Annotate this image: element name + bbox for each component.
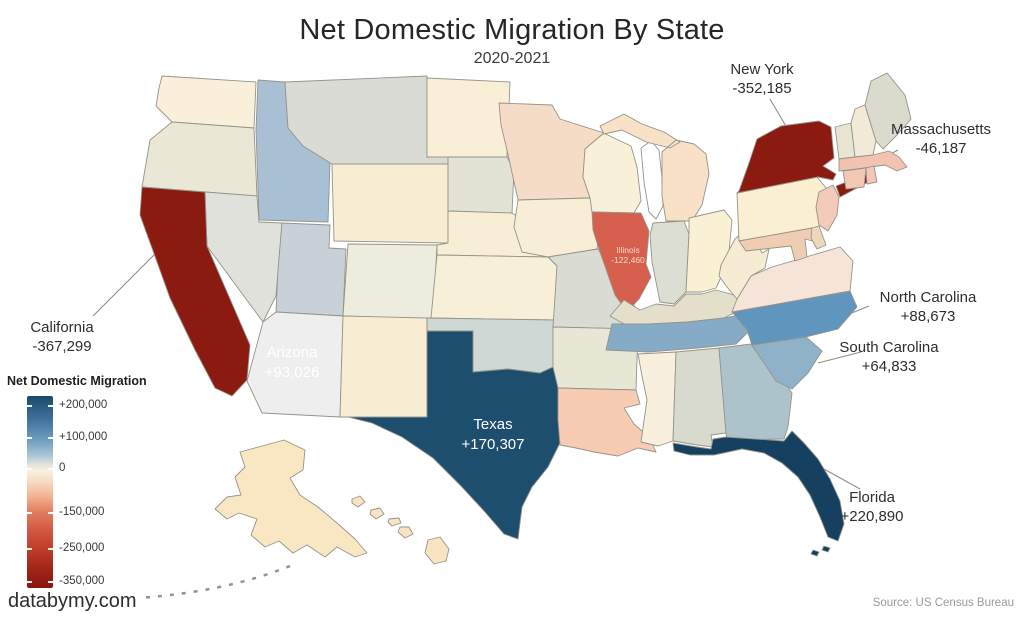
state-nm [339,315,428,418]
state-ks [430,254,558,321]
legend-tick-mark [48,512,54,514]
legend-tick-mark [48,405,54,407]
state-ca [139,186,251,397]
state-wy [331,163,449,244]
state-hi [351,495,450,565]
state-nj [815,184,840,232]
state-la [557,387,657,457]
chart-title: Net Domestic Migration By State [299,14,725,46]
callout-state-name: New York [730,61,794,78]
legend-tick-label: -350,000 [59,575,105,587]
state-wi [582,132,642,214]
state-nd [426,77,511,158]
state-va [731,246,854,313]
state-me [864,72,912,150]
state-label-name: Illinois [616,245,640,255]
state-de [810,225,827,250]
legend-tick-mark [26,437,32,439]
callout-state-value: +88,673 [900,308,956,325]
state-label-texas: Texas +170,307 [431,415,555,455]
callout-new-york: New York -352,185 [702,60,822,98]
state-sc [750,336,823,390]
state-ri [865,165,878,185]
state-label-value: +170,307 [461,436,525,453]
state-nc [731,290,858,346]
aleutian-islands [137,564,291,600]
legend-tick-mark [26,512,32,514]
state-or [141,121,258,197]
legend-tick-label: -150,000 [59,506,105,518]
legend-tick-label: -250,000 [59,542,105,554]
state-wa [155,75,257,129]
legend-tick-mark [26,548,32,550]
callout-california: California -367,299 [10,318,114,356]
state-mi [599,113,710,222]
state-sd [447,156,515,214]
state-label-value: -122,460 [611,255,645,265]
callout-north-carolina: North Carolina +88,673 [855,288,1001,326]
callout-south-carolina: South Carolina +64,833 [816,338,962,376]
chart-subtitle: 2020-2021 [473,50,551,67]
state-label-name: Arizona [266,344,318,361]
state-ut [275,222,347,317]
legend-title: Net Domestic Migration [7,374,147,388]
state-fl [672,430,845,557]
callout-state-name: Florida [849,489,895,506]
state-tx [347,330,561,540]
legend-tick-label: +200,000 [59,399,108,411]
lake-michigan [640,140,664,220]
state-in [649,220,690,305]
callout-state-name: North Carolina [879,289,977,306]
callout-florida: Florida +220,890 [810,488,934,526]
state-label-arizona: Arizona +93,026 [231,343,353,383]
legend-color-bar [27,396,53,588]
callout-state-name: South Carolina [839,339,939,356]
leader-line-south-carolina [817,351,862,364]
legend-tick-mark [48,468,54,470]
callout-state-value: +64,833 [861,358,917,375]
state-ak [214,439,368,558]
callout-state-value: -352,185 [732,80,792,97]
state-il [591,211,652,313]
state-label-name: Texas [473,416,513,433]
callout-state-name: California [30,319,94,336]
legend-tick-label: 0 [59,462,66,474]
callout-state-value: -46,187 [915,140,967,157]
legend-tick-label: +100,000 [59,431,108,443]
legend-tick-mark [48,548,54,550]
legend-tick-mark [26,405,32,407]
state-label-illinois: Illinois -122,460 [592,245,664,265]
callout-state-name: Massachusetts [890,121,992,138]
website-credit-link[interactable]: databymy.com [8,590,137,612]
callout-state-value: +220,890 [840,508,904,525]
state-al [672,347,727,448]
data-source-credit: Source: US Census Bureau [872,597,1014,609]
state-ct [842,167,867,190]
leader-line-california [92,246,163,317]
callout-state-value: -367,299 [32,338,92,355]
legend-tick-mark [26,468,32,470]
callout-massachusetts: Massachusetts -46,187 [868,120,1014,158]
state-co [342,243,438,320]
state-ms [637,351,677,447]
state-ia [513,197,602,258]
legend-tick-mark [48,581,54,583]
legend-tick-mark [48,437,54,439]
legend-tick-mark [26,581,32,583]
state-label-value: +93,026 [264,364,320,381]
